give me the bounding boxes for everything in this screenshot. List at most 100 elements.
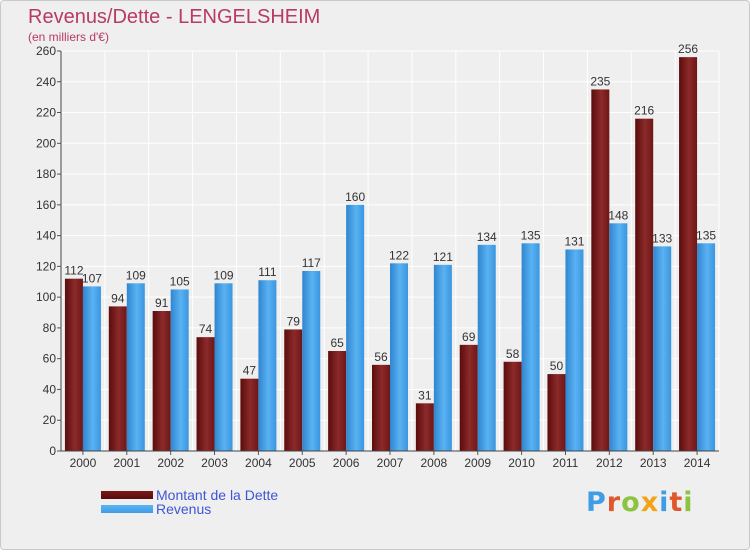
debt-bar <box>415 403 434 451</box>
debt-bar <box>108 306 127 451</box>
x-tick-label: 2007 <box>377 456 404 470</box>
revenue-bar-value-label: 135 <box>521 228 541 242</box>
revenue-bar-value-label: 121 <box>433 250 453 264</box>
x-tick-label: 2003 <box>201 456 228 470</box>
y-tick-label: 60 <box>43 352 57 366</box>
legend-swatch-revenue <box>101 505 153 513</box>
debt-bar-value-label: 79 <box>287 314 301 328</box>
revenue-bar-value-label: 109 <box>126 268 146 282</box>
x-tick-label: 2000 <box>70 456 97 470</box>
debt-bar-value-label: 91 <box>155 296 169 310</box>
x-tick-label: 2011 <box>553 456 579 470</box>
revenue-bar-value-label: 109 <box>214 268 234 282</box>
y-tick-label: 20 <box>43 413 57 427</box>
bars <box>64 57 716 452</box>
y-tick-label: 140 <box>36 229 56 243</box>
y-tick-label: 240 <box>36 75 56 89</box>
legend-item-revenue: Revenus <box>101 501 361 517</box>
x-tick-label: 2013 <box>640 456 667 470</box>
data-labels: 1121079410991105741094711179117651605612… <box>64 42 716 402</box>
logo-letter: t <box>669 487 684 518</box>
debt-bar-value-label: 69 <box>462 330 476 344</box>
debt-bar-value-label: 58 <box>506 347 520 361</box>
legend-swatch-debt <box>101 491 153 499</box>
y-tick-label: 120 <box>36 259 56 273</box>
revenue-bar <box>521 243 540 451</box>
revenue-bar <box>609 223 628 451</box>
chart-title: Revenus/Dette - LENGELSHEIM <box>28 6 321 28</box>
revenue-bar-value-label: 134 <box>477 230 497 244</box>
x-tick-label: 2002 <box>157 456 184 470</box>
logo-letter: P <box>586 487 607 518</box>
debt-bar-value-label: 65 <box>330 336 344 350</box>
revenue-bar <box>170 289 189 451</box>
revenue-bar-value-label: 122 <box>389 248 409 262</box>
logo-letter: i <box>683 487 694 518</box>
x-tick-label: 2005 <box>289 456 316 470</box>
revenue-bar-value-label: 117 <box>302 256 321 270</box>
chart-subtitle: (en milliers d'€) <box>28 30 109 44</box>
revenue-bar <box>697 243 716 451</box>
debt-bar-value-label: 94 <box>111 291 125 305</box>
logo-letter: x <box>640 487 660 518</box>
revenue-bar-value-label: 111 <box>258 265 277 279</box>
x-tick-label: 2006 <box>333 456 360 470</box>
revenue-bar <box>390 263 408 451</box>
logo-letter: r <box>606 487 622 518</box>
debt-bar <box>591 89 610 451</box>
debt-bar <box>679 57 698 452</box>
y-tick-label: 180 <box>36 167 56 181</box>
y-tick-label: 40 <box>43 382 57 396</box>
revenue-bar <box>302 271 321 451</box>
revenue-bar <box>565 249 584 451</box>
revenue-bar-value-label: 107 <box>82 271 102 285</box>
revenue-bar-value-label: 148 <box>608 208 628 222</box>
x-tick-label: 2010 <box>508 456 535 470</box>
debt-bar <box>196 337 215 451</box>
logo-letter: i <box>659 487 670 518</box>
x-tick-label: 2014 <box>684 456 711 470</box>
y-tick-label: 220 <box>36 106 56 120</box>
debt-bar <box>64 278 83 451</box>
revenue-bar-value-label: 131 <box>564 234 584 248</box>
revenue-bar <box>258 280 277 451</box>
debt-bar-value-label: 31 <box>418 388 432 402</box>
debt-bar-value-label: 112 <box>64 264 83 278</box>
revenue-bar <box>346 204 365 451</box>
logo-letter: o <box>621 487 641 518</box>
y-tick-label: 160 <box>36 198 56 212</box>
debt-bar <box>503 361 522 451</box>
y-tick-label: 200 <box>36 136 56 150</box>
legend-label-debt: Montant de la Dette <box>156 487 279 503</box>
proxiti-logo: Proxiti <box>586 487 694 518</box>
revenue-bar <box>477 244 496 451</box>
debt-bar <box>459 344 478 451</box>
x-tick-label: 2009 <box>464 456 491 470</box>
y-tick-label: 100 <box>36 290 56 304</box>
legend-label-revenue: Revenus <box>156 501 212 517</box>
revenue-bar-value-label: 135 <box>696 228 716 242</box>
debt-bar-value-label: 74 <box>199 322 213 336</box>
revenue-bar <box>433 264 452 451</box>
legend-item-debt: Montant de la Dette <box>101 487 361 503</box>
y-tick-label: 80 <box>43 321 57 335</box>
revenue-bar <box>82 286 101 451</box>
revenue-bar <box>214 283 233 451</box>
debt-bar-value-label: 47 <box>243 364 257 378</box>
revenue-bar <box>653 246 672 451</box>
x-tick-label: 2001 <box>113 456 140 470</box>
debt-bar-value-label: 216 <box>634 104 654 118</box>
revenue-bar-value-label: 160 <box>345 190 365 204</box>
debt-bar <box>328 351 347 451</box>
y-tick-label: 0 <box>49 444 56 458</box>
debt-bar-value-label: 235 <box>590 74 610 88</box>
x-tick-label: 2008 <box>421 456 448 470</box>
y-tick-label: 260 <box>36 44 56 58</box>
debt-bar <box>240 378 259 451</box>
revenue-bar <box>126 283 145 451</box>
axes: 0 20 40 60 80 100 120 140 160 180 200 220 240 260 2000… <box>36 44 719 470</box>
debt-bar-value-label: 56 <box>374 350 388 364</box>
debt-bar-value-label: 50 <box>550 359 564 373</box>
